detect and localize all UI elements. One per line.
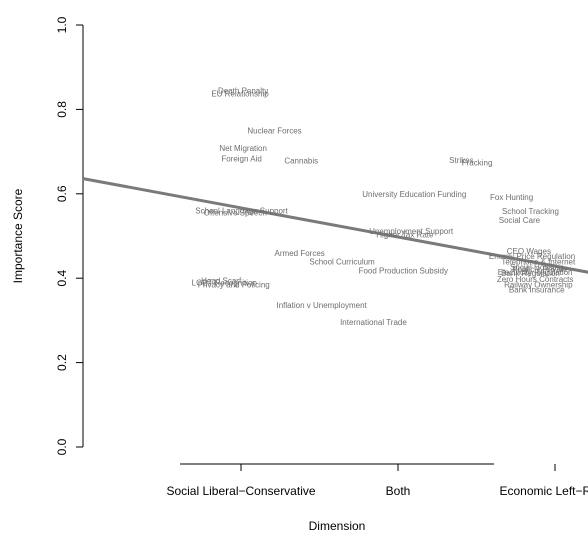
y-tick-label: 1.0 — [55, 16, 69, 33]
y-tick-label: 0.2 — [55, 354, 69, 371]
data-point-label: Electricity Regulation — [498, 268, 573, 277]
data-point-label: Strikes — [449, 156, 473, 165]
data-point-label: Bank Regulation — [501, 269, 560, 278]
data-point-label: Nuclear Forces — [247, 127, 301, 136]
x-axis-ticks: Social Liberal−Conservative Both Economic … — [166, 464, 588, 498]
data-point-label: Head Scarf — [201, 276, 242, 285]
trend-line — [82, 177, 588, 274]
data-point-label: Higher Tax Rate — [376, 230, 434, 239]
x-tick-label: Social Liberal−Conservative — [166, 484, 315, 498]
data-point-label: CEO Wages — [507, 247, 551, 256]
data-point-label: Foreign Aid — [221, 154, 261, 163]
x-tick-label: Both — [386, 484, 411, 498]
y-tick-label: 0.8 — [55, 101, 69, 118]
data-point-label: International Trade — [340, 318, 407, 327]
data-point-label: Food Production Subsidy — [359, 267, 448, 276]
data-point-label: Armed Forces — [275, 249, 325, 258]
trend-line-group — [82, 177, 588, 274]
data-point-label: Cannabis — [284, 156, 318, 165]
data-point-label: Fox Hunting — [490, 193, 533, 202]
data-point-label: University Education Funding — [362, 190, 466, 199]
data-point-label: School Curriculum — [309, 257, 375, 266]
data-point-label: Fracking — [462, 159, 493, 168]
data-point-label: Death Penalty — [218, 86, 268, 95]
data-point-label: Offensive Speech — [204, 208, 267, 217]
x-tick-label: Economic Left−Right — [499, 484, 588, 498]
y-tick-label: 0.0 — [55, 438, 69, 455]
data-point-label: LGBT Recognition — [192, 278, 257, 287]
y-tick-label: 0.6 — [55, 185, 69, 202]
y-tick-label: 0.4 — [55, 270, 69, 287]
data-point-label: Privacy and Policing — [198, 281, 270, 290]
data-point-label: Zero Hours Contracts — [497, 275, 573, 284]
data-point-label: School Tracking — [502, 207, 559, 216]
data-point-label: Bank Insurance — [509, 286, 565, 295]
data-point-label: Net Migration — [219, 144, 267, 153]
x-axis-title: Dimension — [309, 519, 366, 533]
data-point-label: Energy Price Regulation — [489, 252, 575, 261]
data-point-label: Unemployment Support — [369, 227, 454, 236]
data-point-label: Telephone & Internet — [501, 257, 576, 266]
axes — [82, 25, 494, 465]
data-point-label: Public v Private — [512, 265, 568, 274]
y-axis-ticks: 0.0 0.2 0.4 0.6 0.8 1.0 — [55, 16, 83, 455]
data-point-label: Inflation v Unemployment — [277, 301, 368, 310]
data-point-label: EU Relationship — [211, 89, 269, 98]
data-point-label: Railway Ownership — [504, 281, 573, 290]
y-axis-title: Importance Score — [11, 188, 25, 283]
data-point-label: School Language Support — [195, 207, 288, 216]
data-point-label: Social Housing — [510, 263, 563, 272]
data-point-label: Social Care — [499, 216, 541, 225]
